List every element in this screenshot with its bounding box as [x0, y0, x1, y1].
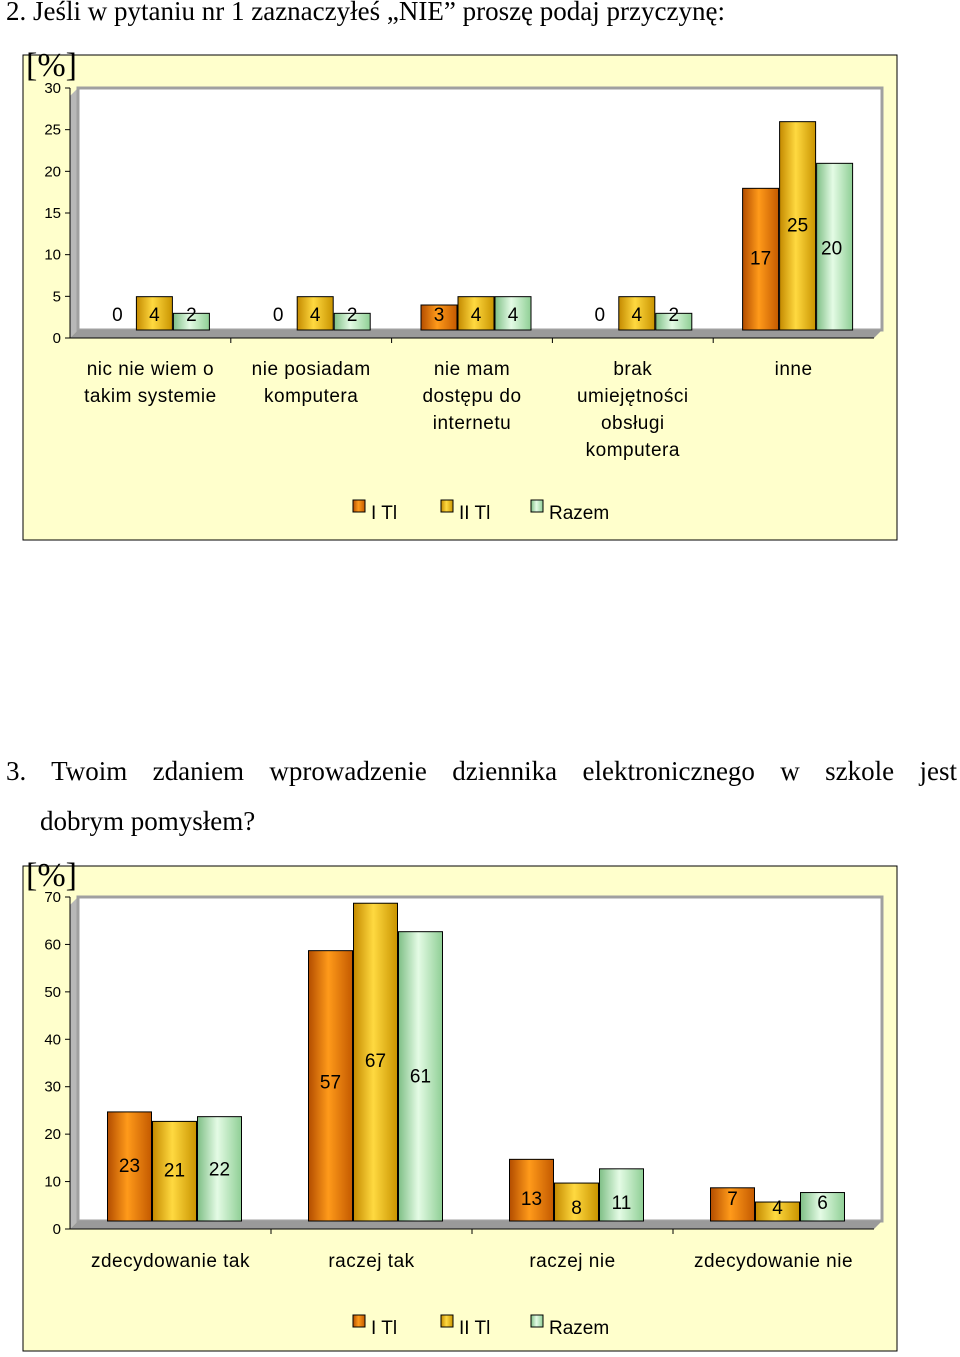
data-label: 7 [727, 1189, 738, 1210]
data-label: 4 [149, 305, 160, 326]
legend-entry: II Tl [459, 1318, 490, 1339]
legend-entry: Razem [549, 503, 609, 524]
plot-floor [70, 1221, 882, 1229]
data-label: 57 [320, 1073, 341, 1094]
category-label: inne [775, 359, 813, 380]
legend-entry: I Tl [371, 503, 397, 524]
category-label: brak umiejętności obsługi komputera [577, 359, 689, 461]
data-label: 2 [186, 305, 197, 326]
legend-swatch [530, 499, 544, 513]
y-tick-label: 5 [53, 288, 61, 305]
data-label: 61 [410, 1067, 431, 1088]
bar [172, 312, 210, 331]
legend-swatch [440, 1314, 454, 1328]
bar [599, 1168, 644, 1222]
bar [333, 312, 371, 331]
legend-entry: Razem [549, 1318, 609, 1339]
y-tick-label: 70 [44, 889, 61, 906]
bar [197, 1116, 242, 1222]
category-label: zdecydowanie tak [91, 1251, 250, 1272]
bar [420, 304, 458, 331]
plot-side-wall [70, 897, 78, 1229]
bar [398, 931, 443, 1222]
legend-swatch [352, 1314, 366, 1328]
legend-entry: I Tl [371, 1318, 397, 1339]
y-tick-label: 50 [44, 984, 61, 1001]
bar [742, 187, 780, 331]
y-tick-label: 20 [44, 1126, 61, 1143]
data-label: 21 [164, 1160, 185, 1181]
data-label: 4 [310, 305, 321, 326]
bar [755, 1201, 800, 1222]
y-tick-label: 30 [44, 1079, 61, 1096]
y-unit-label: [%] [26, 857, 77, 894]
category-label: nic nie wiem o takim systemie [84, 359, 217, 407]
legend-entry: II Tl [459, 503, 490, 524]
data-label: 2 [347, 305, 358, 326]
bar [353, 902, 398, 1222]
data-label: 8 [571, 1198, 582, 1219]
data-label: 4 [471, 305, 482, 326]
category-label: zdecydowanie nie [694, 1251, 853, 1272]
bar [308, 950, 353, 1222]
bar [135, 296, 173, 331]
data-label: 17 [750, 248, 771, 269]
y-unit-label: [%] [26, 47, 77, 84]
data-label: 0 [273, 305, 284, 326]
y-tick-label: 0 [53, 1221, 61, 1238]
y-tick-label: 0 [53, 330, 61, 347]
category-label: raczej tak [328, 1251, 414, 1272]
bar [710, 1187, 755, 1222]
bar [296, 296, 334, 331]
data-label: 4 [632, 305, 643, 326]
bar [107, 1111, 152, 1222]
data-label: 0 [112, 305, 123, 326]
bar [779, 121, 817, 331]
legend-swatch [440, 499, 454, 513]
bar [618, 296, 656, 331]
category-label: nie mam dostępu do internetu [422, 359, 521, 434]
data-label: 6 [817, 1193, 828, 1214]
data-label: 25 [787, 216, 808, 237]
bar [509, 1158, 554, 1222]
data-label: 67 [365, 1051, 386, 1072]
bar [655, 312, 693, 331]
bar [457, 296, 495, 331]
plot-side-wall [70, 88, 78, 338]
y-tick-label: 25 [44, 122, 61, 139]
data-label: 20 [821, 238, 842, 259]
question-3-title: 3. Twoim zdaniem wprowadzenie dziennika … [6, 756, 957, 786]
bar [494, 296, 532, 331]
data-label: 3 [434, 305, 445, 326]
y-tick-label: 10 [44, 1174, 61, 1191]
data-label: 11 [612, 1193, 632, 1214]
bar [152, 1120, 197, 1222]
data-label: 0 [595, 305, 606, 326]
data-label: 2 [669, 305, 680, 326]
question-2-title: 2. Jeśli w pytaniu nr 1 zaznaczyłeś „NIE… [6, 0, 725, 26]
data-label: 4 [508, 305, 519, 326]
y-tick-label: 10 [44, 247, 61, 264]
y-tick-label: 40 [44, 1031, 61, 1048]
legend-swatch [352, 499, 366, 513]
plot-floor [70, 330, 882, 338]
question-3-title-continued: dobrym pomysłem? [40, 806, 256, 836]
bar [800, 1192, 845, 1222]
y-tick-label: 20 [44, 163, 61, 180]
category-label: raczej nie [529, 1251, 615, 1272]
category-label: nie posiadam komputera [252, 359, 371, 407]
data-label: 23 [119, 1156, 140, 1177]
data-label: 22 [209, 1160, 230, 1181]
bar [554, 1182, 599, 1222]
y-tick-label: 30 [44, 80, 61, 97]
data-label: 13 [521, 1189, 542, 1210]
y-tick-label: 60 [44, 936, 61, 953]
chart-2: [%] 0 10 20 30 40 50 60 70 zdecydowanie tak 23 21 22… [22, 857, 898, 1352]
y-tick-label: 15 [44, 205, 61, 222]
bar [816, 162, 854, 331]
legend-swatch [530, 1314, 544, 1328]
data-label: 4 [772, 1198, 783, 1219]
